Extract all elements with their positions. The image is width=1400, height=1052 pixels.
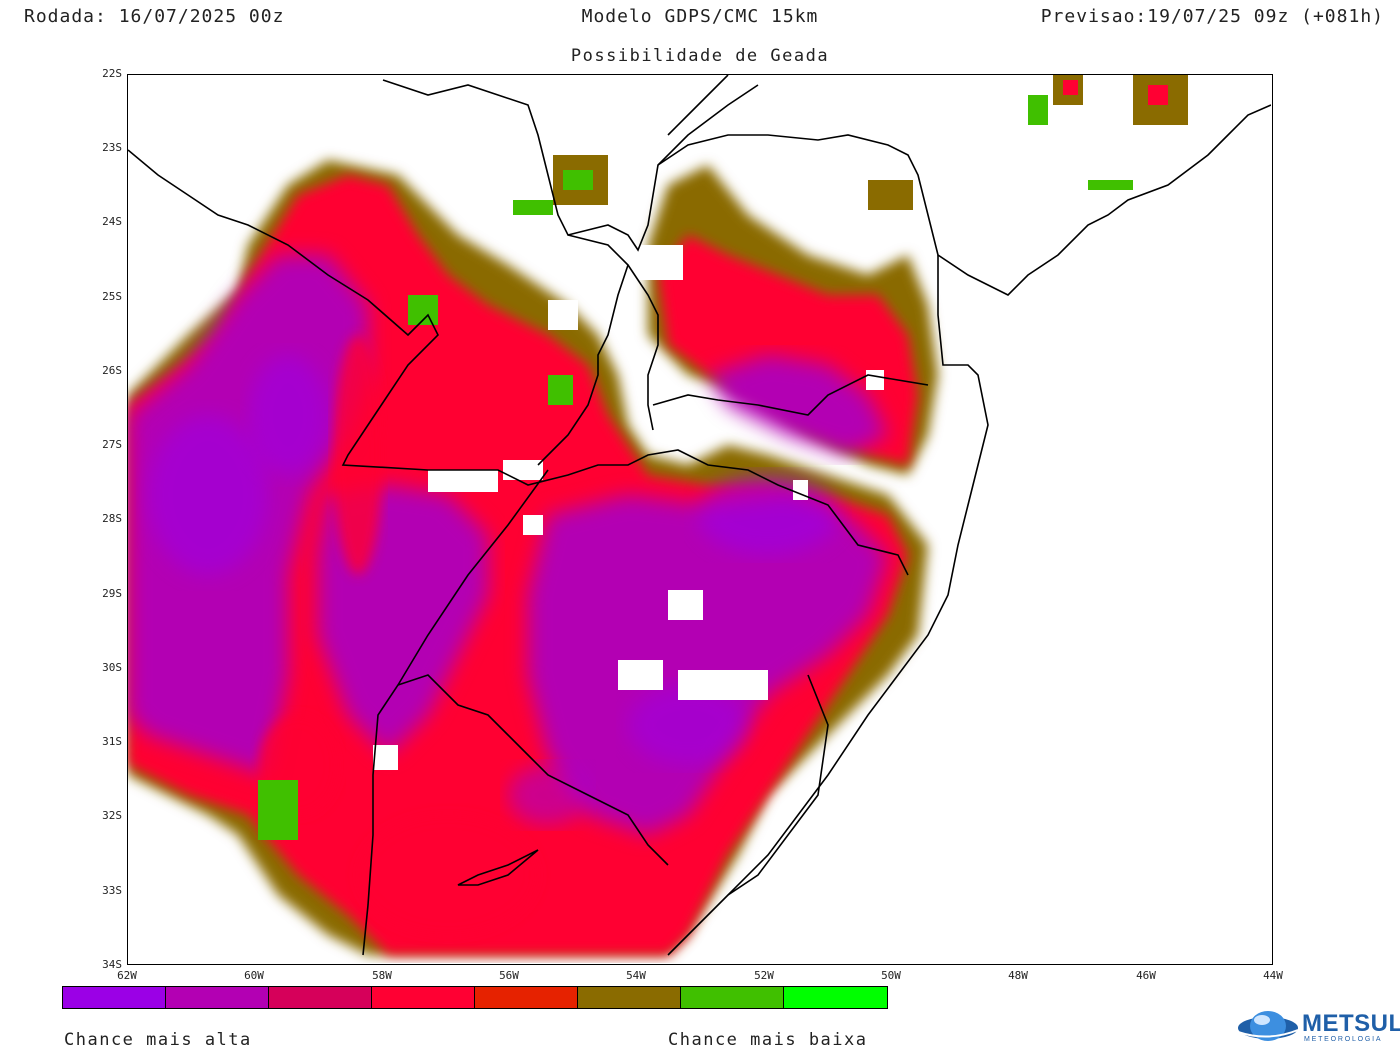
lon-label: 60W	[244, 969, 264, 982]
logo-name: METSUL	[1302, 1010, 1400, 1037]
lat-label: 26S	[102, 364, 122, 377]
legend-swatch-7	[681, 987, 784, 1008]
lon-label: 54W	[626, 969, 646, 982]
legend-swatch-5	[475, 987, 578, 1008]
metsul-logo: METSUL METEOROLOGIA	[1232, 1008, 1400, 1048]
legend-swatch-8	[784, 987, 887, 1008]
lat-label: 33S	[102, 884, 122, 897]
legend-swatch-6	[578, 987, 681, 1008]
lat-label: 31S	[102, 735, 122, 748]
lon-label: 52W	[754, 969, 774, 982]
model-name: Modelo GDPS/CMC 15km	[581, 6, 819, 27]
frost-field	[128, 75, 1188, 955]
lon-label: 50W	[881, 969, 901, 982]
lon-label: 58W	[372, 969, 392, 982]
legend-swatch-1	[63, 987, 166, 1008]
color-legend	[62, 986, 888, 1009]
lat-label: 27S	[102, 438, 122, 451]
run-date: Rodada: 16/07/2025 00z	[24, 6, 285, 27]
map-borders	[128, 75, 1271, 956]
lon-label: 62W	[117, 969, 137, 982]
lat-label: 32S	[102, 809, 122, 822]
lat-label: 30S	[102, 661, 122, 674]
globe-icon	[1237, 1011, 1299, 1041]
lat-label: 23S	[102, 141, 122, 154]
lat-label: 34S	[102, 958, 122, 971]
lon-label: 46W	[1136, 969, 1156, 982]
legend-swatch-4	[372, 987, 475, 1008]
legend-swatch-2	[166, 987, 269, 1008]
map-title: Possibilidade de Geada	[570, 46, 830, 66]
lon-label: 56W	[499, 969, 519, 982]
lon-label: 44W	[1263, 969, 1283, 982]
lat-label: 25S	[102, 290, 122, 303]
forecast-time: Previsao:19/07/25 09z (+081h)	[1040, 6, 1384, 27]
lon-label: 48W	[1008, 969, 1028, 982]
legend-high-label: Chance mais alta	[64, 1030, 252, 1050]
legend-low-label: Chance mais baixa	[668, 1030, 868, 1050]
lat-label: 29S	[102, 587, 122, 600]
lat-label: 28S	[102, 512, 122, 525]
legend-swatch-3	[269, 987, 372, 1008]
frost-map-canvas	[128, 75, 1271, 956]
lat-label: 24S	[102, 215, 122, 228]
lat-label: 22S	[102, 67, 122, 80]
frost-map[interactable]	[127, 74, 1273, 965]
logo-subtitle: METEOROLOGIA	[1304, 1036, 1383, 1043]
